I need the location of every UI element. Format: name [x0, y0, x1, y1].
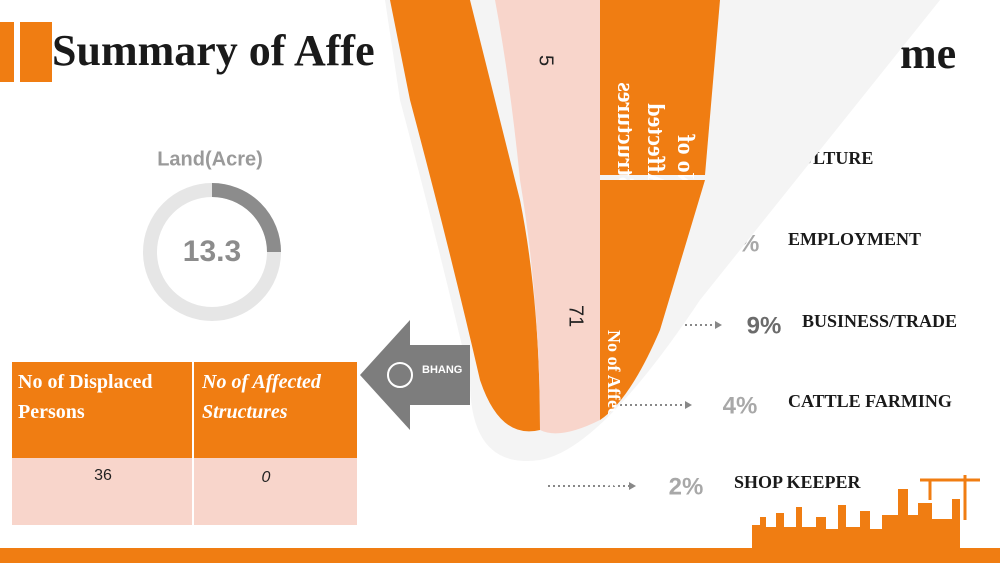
play-icon	[387, 362, 413, 388]
list-label: SHOP KEEPER	[734, 472, 862, 492]
table-header-cell: No of Affected Structures	[202, 371, 321, 423]
curl-value: 5	[535, 55, 557, 66]
arrow-head	[715, 321, 722, 329]
gauge-value: 13.3	[183, 235, 241, 268]
table-cell: 0	[262, 469, 271, 486]
list-label: EMPLOYMENT	[788, 229, 921, 249]
curl-header	[600, 0, 720, 175]
table-row	[12, 458, 357, 525]
list-label: CATTLE FARMING	[788, 391, 952, 411]
bottom-strip	[0, 548, 1000, 563]
curl-text: No of Affected Structures	[612, 82, 698, 180]
list-label: BUSINESS/TRADE	[802, 311, 957, 331]
curl-band	[390, 0, 540, 432]
curl-cell	[520, 180, 600, 434]
accent-bar	[0, 22, 14, 82]
table-cell: 36	[94, 467, 112, 484]
header-text: No of Displaced Persons	[18, 371, 153, 423]
curl-header	[600, 180, 705, 420]
curl-header-text: No of Affected Structures	[612, 82, 698, 180]
button-label: BHANG	[422, 364, 462, 376]
curl-cell	[495, 0, 600, 180]
percent: 9%	[747, 312, 782, 339]
percent: 2%	[669, 473, 704, 500]
list-label: ULTURE	[800, 148, 873, 168]
crane	[920, 475, 980, 520]
arrow-button	[360, 320, 470, 430]
table-header-cell: No of Displaced Persons	[18, 371, 153, 423]
arrow-head	[685, 401, 692, 409]
header-text: No of Affected Structures	[202, 371, 321, 423]
title: Summary of Affe	[52, 26, 375, 75]
percent: 4%	[723, 392, 758, 419]
accent-bar	[20, 22, 52, 82]
curl-side-header: No of Affected Structures	[604, 330, 624, 525]
table-header	[12, 362, 357, 458]
gauge-arc	[211, 183, 281, 253]
gauge-label: Land(Acre)	[157, 148, 263, 170]
curl-value: 71	[565, 305, 587, 327]
skyline	[752, 489, 960, 548]
arrow-head	[629, 482, 636, 490]
